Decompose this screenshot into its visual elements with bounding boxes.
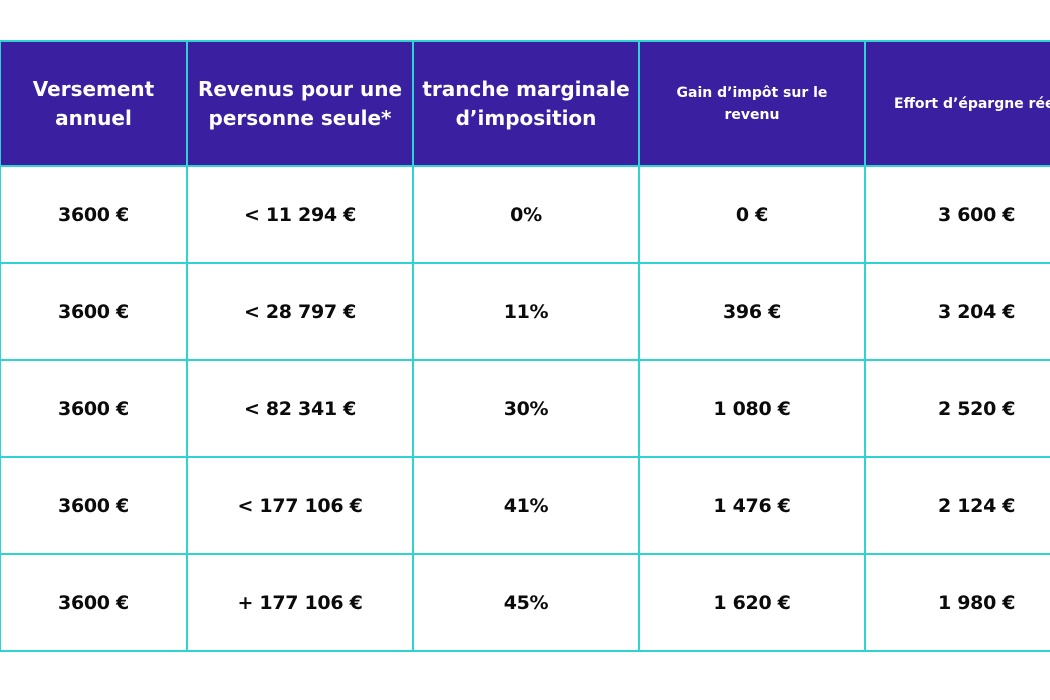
table-row: 3600 € < 11 294 € 0% 0 € 3 600 € (0, 165, 1050, 264)
table-header: Versement annuel Revenus pour une person… (0, 40, 1050, 167)
cell-savings-effort: 3 600 € (864, 165, 1050, 264)
cell-tax-gain: 1 620 € (638, 553, 866, 652)
cell-annual-payment: 3600 € (0, 165, 188, 264)
cell-tax-bracket: 11% (412, 262, 640, 361)
cell-tax-bracket: 41% (412, 456, 640, 555)
cell-annual-payment: 3600 € (0, 553, 188, 652)
cell-annual-payment: 3600 € (0, 359, 188, 458)
cell-tax-gain: 396 € (638, 262, 866, 361)
cell-tax-gain: 0 € (638, 165, 866, 264)
header-income-tax-gain: Gain d’impôt sur le revenu (638, 40, 866, 167)
tax-savings-table-container: Versement annuel Revenus pour une person… (0, 40, 1050, 661)
cell-savings-effort: 2 124 € (864, 456, 1050, 555)
cell-income: < 28 797 € (186, 262, 414, 361)
cell-tax-bracket: 45% (412, 553, 640, 652)
header-income-single-person: Revenus pour une personne seule* (186, 40, 414, 167)
cell-savings-effort: 1 980 € (864, 553, 1050, 652)
cell-income: < 11 294 € (186, 165, 414, 264)
header-real-savings-effort: Effort d’épargne réel (864, 40, 1050, 167)
cell-savings-effort: 2 520 € (864, 359, 1050, 458)
cell-savings-effort: 3 204 € (864, 262, 1050, 361)
table-row: 3600 € < 177 106 € 41% 1 476 € 2 124 € (0, 456, 1050, 555)
table-row: 3600 € + 177 106 € 45% 1 620 € 1 980 € (0, 553, 1050, 652)
table-row: 3600 € < 82 341 € 30% 1 080 € 2 520 € (0, 359, 1050, 458)
cell-annual-payment: 3600 € (0, 262, 188, 361)
cell-tax-bracket: 30% (412, 359, 640, 458)
table-row: 3600 € < 28 797 € 11% 396 € 3 204 € (0, 262, 1050, 361)
cell-tax-gain: 1 080 € (638, 359, 866, 458)
tax-savings-table: Versement annuel Revenus pour une person… (0, 40, 1050, 652)
header-annual-payment: Versement annuel (0, 40, 188, 167)
cell-tax-gain: 1 476 € (638, 456, 866, 555)
cell-income: < 177 106 € (186, 456, 414, 555)
cell-annual-payment: 3600 € (0, 456, 188, 555)
table-body: 3600 € < 11 294 € 0% 0 € 3 600 € 3600 € … (0, 165, 1050, 652)
header-marginal-tax-bracket: tranche marginale d’imposition (412, 40, 640, 167)
cell-tax-bracket: 0% (412, 165, 640, 264)
cell-income: < 82 341 € (186, 359, 414, 458)
cell-income: + 177 106 € (186, 553, 414, 652)
table-header-row: Versement annuel Revenus pour une person… (0, 40, 1050, 167)
